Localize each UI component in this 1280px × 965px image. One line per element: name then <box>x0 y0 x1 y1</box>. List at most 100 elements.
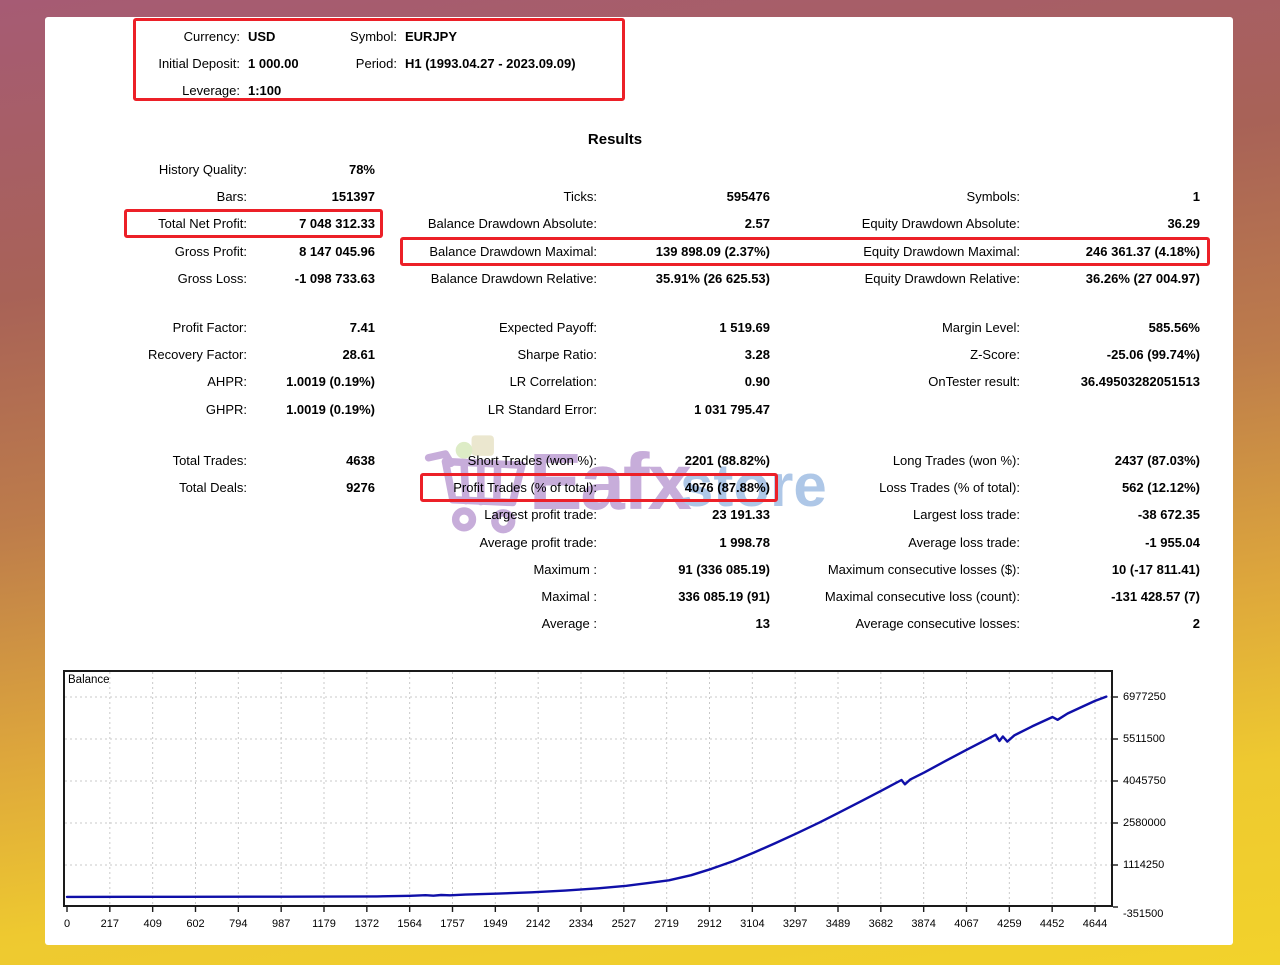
x-axis-tick-label: 2334 <box>569 918 593 930</box>
y-axis-tick-label: 2580000 <box>1123 816 1166 830</box>
y-axis-tick-label: -351500 <box>1123 907 1163 921</box>
x-axis-tick-label: 4644 <box>1083 918 1107 930</box>
stat-value <box>247 529 375 556</box>
stat-value: 13 <box>597 610 770 637</box>
stat-label: Average consecutive losses: <box>770 610 1020 637</box>
stats-row: Bars: 151397 Ticks: 595476 Symbols: 1 <box>45 183 1200 210</box>
stat-label: Average : <box>375 610 597 637</box>
stat-value <box>247 501 375 528</box>
x-axis-tick-label: 3682 <box>869 918 893 930</box>
stat-label: Total Deals: <box>45 474 247 501</box>
account-info-box: Currency: USD Symbol: EURJPY Initial Dep… <box>133 18 625 101</box>
stat-value: 1 <box>1020 183 1200 210</box>
stat-label <box>45 556 247 583</box>
stat-label: Symbols: <box>770 183 1020 210</box>
x-axis-tick-label: 3297 <box>783 918 807 930</box>
chart-legend-balance: Balance <box>68 674 110 686</box>
stat-value: 91 (336 085.19) <box>597 556 770 583</box>
highlight-profit-trades <box>420 473 778 502</box>
stat-label: Equity Drawdown Relative: <box>770 265 1020 292</box>
x-axis-tick-label: 602 <box>186 918 204 930</box>
stat-label: Balance Drawdown Relative: <box>375 265 597 292</box>
stats-row: Average : 13 Average consecutive losses:… <box>45 610 1200 637</box>
stat-label: GHPR: <box>45 396 247 423</box>
stat-value: 0.90 <box>597 368 770 395</box>
stat-value: 7.41 <box>247 314 375 341</box>
stat-value: 36.26% (27 004.97) <box>1020 265 1200 292</box>
deposit-label: Initial Deposit: <box>136 50 240 77</box>
x-axis-tick-label: 217 <box>101 918 119 930</box>
stat-value <box>247 556 375 583</box>
leverage-label: Leverage: <box>136 77 240 104</box>
stat-label <box>770 156 1020 183</box>
stats-row: Profit Factor: 7.41 Expected Payoff: 1 5… <box>45 314 1200 341</box>
stats-block-ratios: Profit Factor: 7.41 Expected Payoff: 1 5… <box>45 314 1200 423</box>
stat-label: Gross Loss: <box>45 265 247 292</box>
stat-value: 2201 (88.82%) <box>597 447 770 474</box>
stats-row: GHPR: 1.0019 (0.19%) LR Standard Error: … <box>45 396 1200 423</box>
stat-label <box>45 529 247 556</box>
stat-value: 595476 <box>597 183 770 210</box>
stat-value: -131 428.57 (7) <box>1020 583 1200 610</box>
stat-value: 2437 (87.03%) <box>1020 447 1200 474</box>
stat-label <box>45 583 247 610</box>
highlight-drawdown-maximal-row <box>400 237 1210 266</box>
stat-value: -1 098 733.63 <box>247 265 375 292</box>
stat-value: 9276 <box>247 474 375 501</box>
stat-value: 10 (-17 811.41) <box>1020 556 1200 583</box>
x-axis-tick-label: 2527 <box>612 918 636 930</box>
stat-label: Largest profit trade: <box>375 501 597 528</box>
x-axis-tick-label: 409 <box>143 918 161 930</box>
stat-value: 1 031 795.47 <box>597 396 770 423</box>
stat-label: History Quality: <box>45 156 247 183</box>
x-axis-tick-label: 1372 <box>355 918 379 930</box>
stat-value <box>247 583 375 610</box>
stat-label: Long Trades (won %): <box>770 447 1020 474</box>
stat-value: 2 <box>1020 610 1200 637</box>
x-axis-tick-label: 2719 <box>654 918 678 930</box>
stat-value: 1.0019 (0.19%) <box>247 396 375 423</box>
stat-value: 336 085.19 (91) <box>597 583 770 610</box>
stat-label: Maximum consecutive losses ($): <box>770 556 1020 583</box>
symbol-value: EURJPY <box>405 23 622 50</box>
stat-value: -1 955.04 <box>1020 529 1200 556</box>
stat-label: Total Trades: <box>45 447 247 474</box>
stat-label <box>770 396 1020 423</box>
stat-label: Sharpe Ratio: <box>375 341 597 368</box>
stat-label: Largest loss trade: <box>770 501 1020 528</box>
stat-label: AHPR: <box>45 368 247 395</box>
stat-label: Bars: <box>45 183 247 210</box>
stat-label: Loss Trades (% of total): <box>770 474 1020 501</box>
stats-row: Gross Loss: -1 098 733.63 Balance Drawdo… <box>45 265 1200 292</box>
stat-label: Maximal consecutive loss (count): <box>770 583 1020 610</box>
balance-chart: Balance <box>63 670 1113 907</box>
stats-row: Recovery Factor: 28.61 Sharpe Ratio: 3.2… <box>45 341 1200 368</box>
stat-value: 151397 <box>247 183 375 210</box>
stat-value: -38 672.35 <box>1020 501 1200 528</box>
stat-label: Short Trades (won %): <box>375 447 597 474</box>
leverage-value: 1:100 <box>248 77 334 104</box>
stat-label <box>45 501 247 528</box>
stat-value: 35.91% (26 625.53) <box>597 265 770 292</box>
stat-label: LR Correlation: <box>375 368 597 395</box>
stat-label: Maximum : <box>375 556 597 583</box>
backtest-report-page: { "header": { "currency_label": "Currenc… <box>0 0 1280 965</box>
stat-value: 585.56% <box>1020 314 1200 341</box>
stat-value: -25.06 (99.74%) <box>1020 341 1200 368</box>
x-axis-tick-label: 1179 <box>312 918 336 930</box>
x-axis-tick-label: 987 <box>272 918 290 930</box>
stat-label <box>375 156 597 183</box>
stat-value <box>247 610 375 637</box>
stats-row: Total Trades: 4638 Short Trades (won %):… <box>45 447 1200 474</box>
stat-label: Margin Level: <box>770 314 1020 341</box>
stats-row: AHPR: 1.0019 (0.19%) LR Correlation: 0.9… <box>45 368 1200 395</box>
x-axis-tick-label: 4259 <box>997 918 1021 930</box>
stat-label: Expected Payoff: <box>375 314 597 341</box>
stat-label: Profit Factor: <box>45 314 247 341</box>
x-axis-tick-label: 4452 <box>1040 918 1064 930</box>
x-axis-tick-label: 3104 <box>740 918 764 930</box>
x-axis-tick-label: 1949 <box>483 918 507 930</box>
stats-row: Maximum : 91 (336 085.19) Maximum consec… <box>45 556 1200 583</box>
stat-value: 23 191.33 <box>597 501 770 528</box>
stat-value: 1 519.69 <box>597 314 770 341</box>
